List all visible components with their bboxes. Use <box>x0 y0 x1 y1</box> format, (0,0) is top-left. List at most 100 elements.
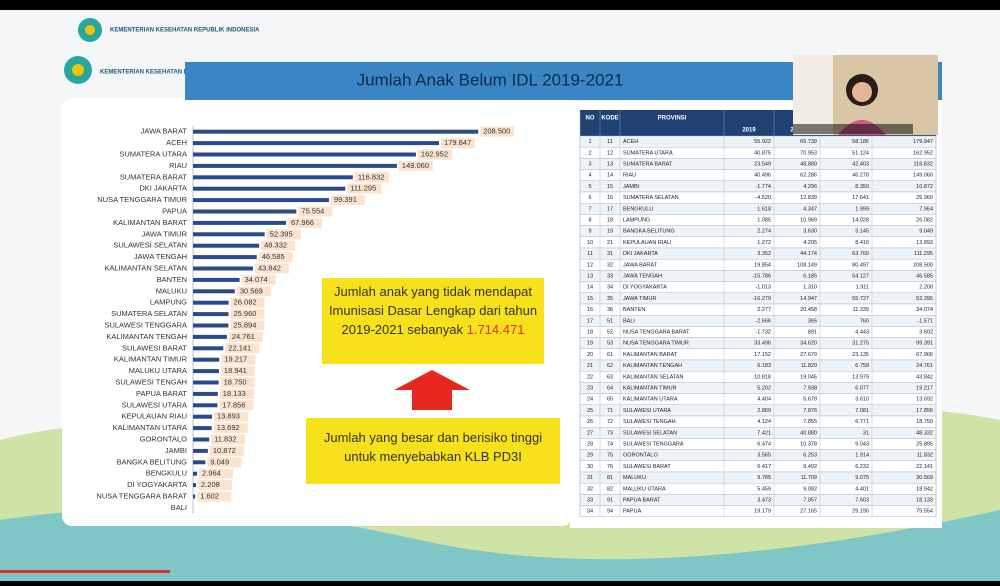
table-cell: PAPUA <box>623 509 642 515</box>
table-cell: 26.082 <box>916 217 933 223</box>
table-cell: -15.786 <box>752 273 771 279</box>
bar <box>193 232 265 237</box>
value-label: 13.692 <box>217 423 240 432</box>
table-cell: 22 <box>587 374 593 380</box>
table-cell: 63.769 <box>852 251 869 257</box>
bar <box>193 323 229 328</box>
table-cell: 24 <box>587 397 593 403</box>
bar <box>193 209 297 214</box>
table-cell: 13.979 <box>852 374 869 380</box>
callout-box <box>322 278 544 364</box>
table-cell: 6.185 <box>803 273 817 279</box>
table-cell: PAPUA BARAT <box>623 497 661 503</box>
table-cell: 16 <box>587 307 593 313</box>
table-cell: 11 <box>587 251 593 257</box>
table-cell: 25.895 <box>916 441 933 447</box>
table-cell: 18.942 <box>916 486 933 492</box>
table-cell: 35 <box>607 296 613 302</box>
table-header-cell: KODE <box>601 116 618 122</box>
table-cell: 5.678 <box>803 397 817 403</box>
bar <box>193 369 219 374</box>
value-label: 17.856 <box>222 400 245 409</box>
table-cell: 22.141 <box>916 464 933 470</box>
value-label-box <box>219 400 254 411</box>
table-cell: 48.332 <box>916 430 933 436</box>
table-cell: 10.872 <box>916 184 933 190</box>
bar <box>193 403 218 408</box>
value-label-box <box>207 457 242 468</box>
table-cell: 162.952 <box>913 150 933 156</box>
table-cell: SUMATERA SELATAN <box>623 195 679 201</box>
y-tick-label: KALIMANTAN TENGAH <box>106 332 187 341</box>
value-label-box <box>330 195 365 206</box>
table-cell: 34 <box>587 509 593 515</box>
logo: KEMENTERIAN KESEHATAN REPUBLIK INDONESIA… <box>64 18 260 84</box>
value-label-box <box>225 343 260 354</box>
table-cell: DKI JAKARTA <box>623 251 658 257</box>
value-label-box <box>347 183 382 194</box>
table-cell: 51 <box>607 318 613 324</box>
table-cell: 53 <box>607 341 613 347</box>
table-cell: 30.569 <box>916 475 933 481</box>
table-cell: 70.953 <box>800 150 817 156</box>
table-cell: 3.602 <box>919 329 933 335</box>
table-cell: 208.500 <box>913 262 933 268</box>
callout-box <box>306 418 560 484</box>
value-label: 48.332 <box>264 241 287 250</box>
y-tick-label: JAWA BARAT <box>141 127 188 136</box>
y-tick-label: MALUKU UTARA <box>129 366 187 375</box>
table-cell: JAWA BARAT <box>623 262 658 268</box>
value-label-box <box>266 229 301 240</box>
value-label-box <box>230 320 265 331</box>
table-cell: -4.520 <box>755 195 771 201</box>
value-label: 18.750 <box>224 377 247 386</box>
value-label-box <box>254 263 289 274</box>
table-cell: 13 <box>607 161 613 167</box>
table-cell: 27 <box>587 430 593 436</box>
table-cell: -1.571 <box>917 318 933 324</box>
table-cell: 3.352 <box>757 251 771 257</box>
value-label: 43.842 <box>258 263 281 272</box>
table-cell: 10.969 <box>800 217 817 223</box>
value-label: 179.847 <box>444 138 471 147</box>
table-cell: 16 <box>607 195 613 201</box>
table-cell: 65.739 <box>800 139 817 145</box>
table-cell: 9.082 <box>803 486 817 492</box>
table-cell: 29 <box>587 453 593 459</box>
y-tick-label: GORONTALO <box>140 434 188 443</box>
table-header-cell: NO <box>586 116 595 122</box>
table-cell: MALUKU UTARA <box>623 486 666 492</box>
table-cell: NUSA TENGGARA TIMUR <box>623 341 689 347</box>
table-cell: 21 <box>607 240 613 246</box>
table-cell: 11.709 <box>801 475 817 481</box>
bar <box>193 175 353 180</box>
table-cell: 94 <box>607 509 613 515</box>
table-header-cell: PROVINSI <box>658 116 687 122</box>
bar <box>193 141 440 146</box>
table-cell: 365 <box>808 318 817 324</box>
table-cell: 2.208 <box>919 285 933 291</box>
bar <box>193 243 260 248</box>
table-cell: 54.127 <box>852 273 869 279</box>
value-label: 11.832 <box>214 434 236 443</box>
table-cell: 31 <box>587 475 593 481</box>
table-cell: 46.278 <box>852 173 869 179</box>
bar <box>193 255 257 260</box>
bar <box>193 289 235 294</box>
bar <box>193 334 227 339</box>
table-cell: 91 <box>607 497 613 503</box>
table-cell: 7.081 <box>855 408 869 414</box>
y-tick-label: ACEH <box>166 138 187 147</box>
table-cell: SULAWESI UTARA <box>623 408 671 414</box>
y-tick-label: JAWA TENGAH <box>134 252 187 261</box>
table-cell: JAWA TIMUR <box>623 296 656 302</box>
table-cell: 52 <box>607 329 613 335</box>
table-cell: 25.960 <box>916 195 933 201</box>
table-cell: 4 <box>588 173 591 179</box>
y-tick-label: SUMATERA BARAT <box>120 172 188 181</box>
value-label-box <box>230 297 265 308</box>
table-cell: 65 <box>607 397 613 403</box>
slide-title: Jumlah Anak Belum IDL 2019-2021 <box>357 70 624 89</box>
table-cell: 10 <box>587 240 593 246</box>
